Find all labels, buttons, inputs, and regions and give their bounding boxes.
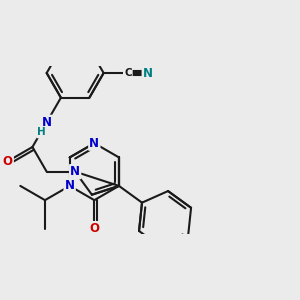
Text: C: C [124, 68, 132, 78]
Text: O: O [89, 222, 99, 235]
Text: H: H [37, 127, 46, 137]
Text: N: N [89, 137, 99, 150]
Text: N: N [42, 116, 52, 129]
Text: N: N [143, 67, 153, 80]
Text: N: N [70, 165, 80, 178]
Text: O: O [3, 155, 13, 168]
Text: N: N [64, 179, 75, 192]
